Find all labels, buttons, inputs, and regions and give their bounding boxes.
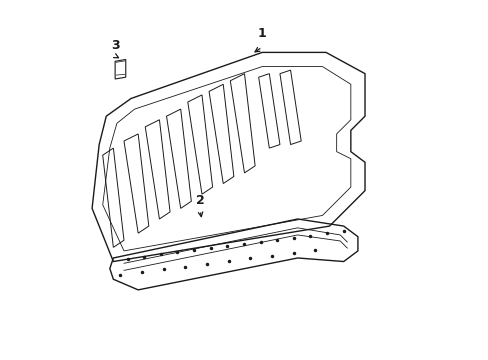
Text: 2: 2 [195, 194, 204, 207]
Text: 3: 3 [111, 39, 119, 53]
Text: 1: 1 [257, 27, 266, 40]
